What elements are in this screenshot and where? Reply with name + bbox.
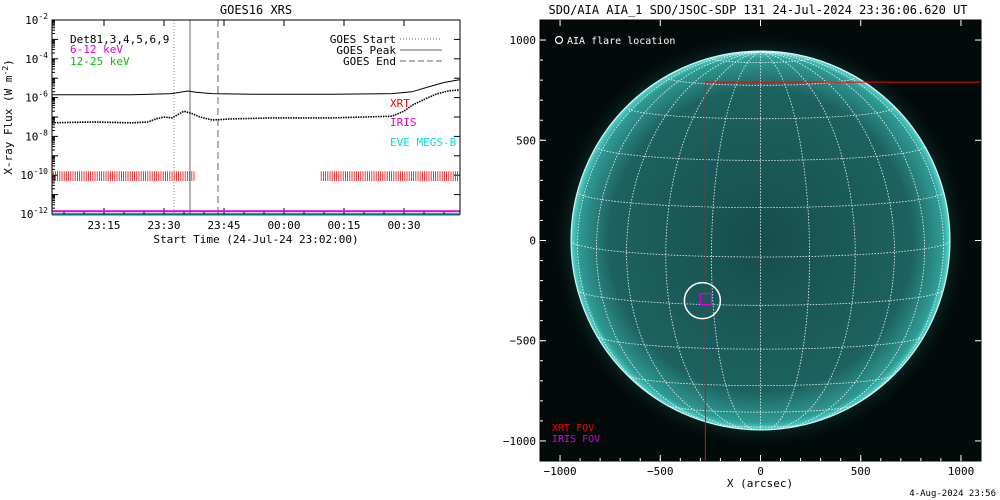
legend-goes-peak: GOES Peak xyxy=(336,44,396,57)
latitude-grid-line xyxy=(596,145,925,161)
aia-x-tick-label: 1000 xyxy=(948,465,975,478)
lightcurve-plot-area: 10-12 10-10 10-8 10-6 10-4 10-2 23:15 23:30 23:4… xyxy=(20,12,461,232)
aia-x-tick-label: −500 xyxy=(647,465,674,478)
flare-location-legend-label: AIA flare location xyxy=(567,36,675,47)
label-xrt: XRT xyxy=(390,97,410,110)
latitude-grid-line xyxy=(596,335,925,350)
longitude-grid-line xyxy=(665,51,761,431)
y-tick-label: 10-8 xyxy=(25,128,48,143)
y-tick-label: 10-12 xyxy=(20,206,48,221)
latitude-grid-line xyxy=(714,423,807,428)
series-12-25-kev xyxy=(52,79,461,96)
iris-fov-label: IRIS FOV xyxy=(552,434,600,445)
aia-x-tick-label: 500 xyxy=(851,465,871,478)
latitude-grid-line xyxy=(626,107,895,120)
aia-x-tick-label: −1000 xyxy=(543,465,576,478)
aia-image-panel: SDO/AIA AIA_1 SDO/JSOC-SDP 131 24-Jul-20… xyxy=(503,3,996,499)
x-tick-label: 00:15 xyxy=(327,219,360,232)
flare-location-legend-icon xyxy=(554,35,564,45)
aia-y-tick-label: −1000 xyxy=(503,435,536,448)
lightcurve-xlabel: Start Time (24-Jul-24 23:02:00) xyxy=(153,233,358,246)
aia-y-tick-label: −500 xyxy=(510,335,537,348)
aia-x-tick-label: 0 xyxy=(757,465,764,478)
solar-limb xyxy=(570,50,951,431)
lightcurve-frame xyxy=(51,19,461,215)
y-tick-label: 10-4 xyxy=(25,51,48,66)
y-tick-label: 10-10 xyxy=(20,167,48,182)
flare-location-legend: AIA flare location xyxy=(554,35,675,47)
x-tick-label: 23:45 xyxy=(207,219,240,232)
aia-xlabel: X (arcsec) xyxy=(727,477,793,490)
y-tick-label: 10-6 xyxy=(25,90,48,105)
series-6-12-kev xyxy=(51,89,461,124)
aia-y-tick-label: 500 xyxy=(516,134,536,147)
x-tick-label: 23:15 xyxy=(87,219,120,232)
longitude-grid-line xyxy=(760,51,895,430)
longitude-grid-line xyxy=(760,51,810,431)
longitude-grid-line xyxy=(711,51,761,431)
x-tick-label: 00:00 xyxy=(267,219,300,232)
iris-fov-box xyxy=(699,293,712,306)
lightcurve-ylabel: X-ray Flux (W m-2) xyxy=(1,59,15,175)
aia-y-tick-label: 1000 xyxy=(510,34,537,47)
goes-lightcurve: GOES16 XRS 10-12 10-10 10-8 10-6 10-4 10-2 23:… xyxy=(1,3,461,246)
legend-6-12-kev: 6-12 keV xyxy=(70,43,123,56)
latitude-grid-line xyxy=(666,404,855,413)
aia-y-tick-label: 0 xyxy=(529,235,536,248)
goes-lines-legend: GOES Start GOES Peak GOES End xyxy=(330,33,442,68)
legend-goes-start: GOES Start xyxy=(330,33,396,46)
aia-plot-area xyxy=(548,28,981,461)
legend-goes-end: GOES End xyxy=(343,55,396,68)
footer-date: 4-Aug-2024 23:56 xyxy=(909,489,996,499)
longitude-grid-line xyxy=(595,51,761,429)
lightcurve-title: GOES16 XRS xyxy=(220,3,292,17)
xrt-fov-box xyxy=(704,81,981,461)
aia-axes: −1000 −500 0 500 1000 −1000 −500 0 500 1000 xyxy=(503,20,981,478)
label-iris: IRIS xyxy=(390,116,417,129)
label-eve-megs-b: EVE MEGS-B xyxy=(390,136,457,149)
flare-location-marker xyxy=(683,281,722,320)
x-tick-label: 00:30 xyxy=(387,219,420,232)
latitude-grid-line xyxy=(577,289,944,306)
longitude-grid-line xyxy=(760,51,856,431)
longitude-grid-line xyxy=(760,51,926,429)
aia-title: SDO/AIA AIA_1 SDO/JSOC-SDP 131 24-Jul-20… xyxy=(548,3,967,17)
xrt-fov-label: XRT FOV xyxy=(552,423,594,434)
y-tick-label: 10-2 xyxy=(25,12,48,27)
x-tick-label: 23:30 xyxy=(147,219,180,232)
longitude-grid-line xyxy=(626,51,761,430)
legend-12-25-kev: 12-25 keV xyxy=(70,55,130,68)
detector-list: Det81,3,4,5,6,9 xyxy=(70,33,169,46)
